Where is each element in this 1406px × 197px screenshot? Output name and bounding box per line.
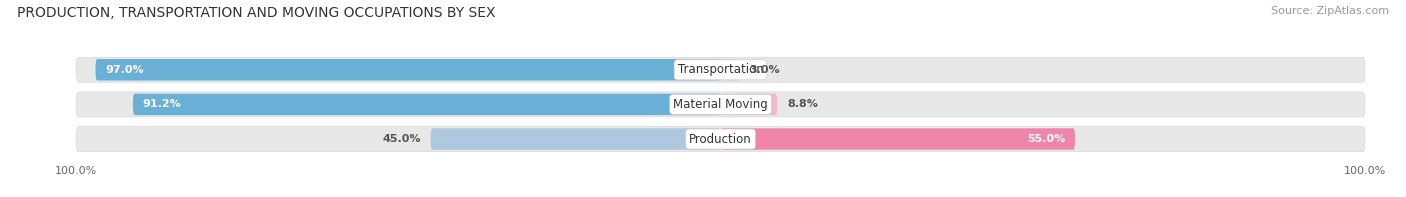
Text: 91.2%: 91.2% <box>142 99 181 109</box>
Text: 45.0%: 45.0% <box>382 134 420 144</box>
Text: 55.0%: 55.0% <box>1028 134 1066 144</box>
Text: 3.0%: 3.0% <box>749 65 780 75</box>
FancyBboxPatch shape <box>76 126 1365 151</box>
FancyBboxPatch shape <box>76 92 1365 117</box>
Text: 8.8%: 8.8% <box>787 99 818 109</box>
Text: Material Moving: Material Moving <box>673 98 768 111</box>
FancyBboxPatch shape <box>76 57 1365 82</box>
FancyBboxPatch shape <box>721 128 1076 150</box>
Text: Transportation: Transportation <box>678 63 763 76</box>
Text: PRODUCTION, TRANSPORTATION AND MOVING OCCUPATIONS BY SEX: PRODUCTION, TRANSPORTATION AND MOVING OC… <box>17 6 495 20</box>
FancyBboxPatch shape <box>430 128 721 150</box>
Text: Production: Production <box>689 133 752 146</box>
Text: Source: ZipAtlas.com: Source: ZipAtlas.com <box>1271 6 1389 16</box>
FancyBboxPatch shape <box>132 94 721 115</box>
FancyBboxPatch shape <box>721 59 740 81</box>
Text: 97.0%: 97.0% <box>105 65 143 75</box>
FancyBboxPatch shape <box>721 94 778 115</box>
FancyBboxPatch shape <box>96 59 721 81</box>
